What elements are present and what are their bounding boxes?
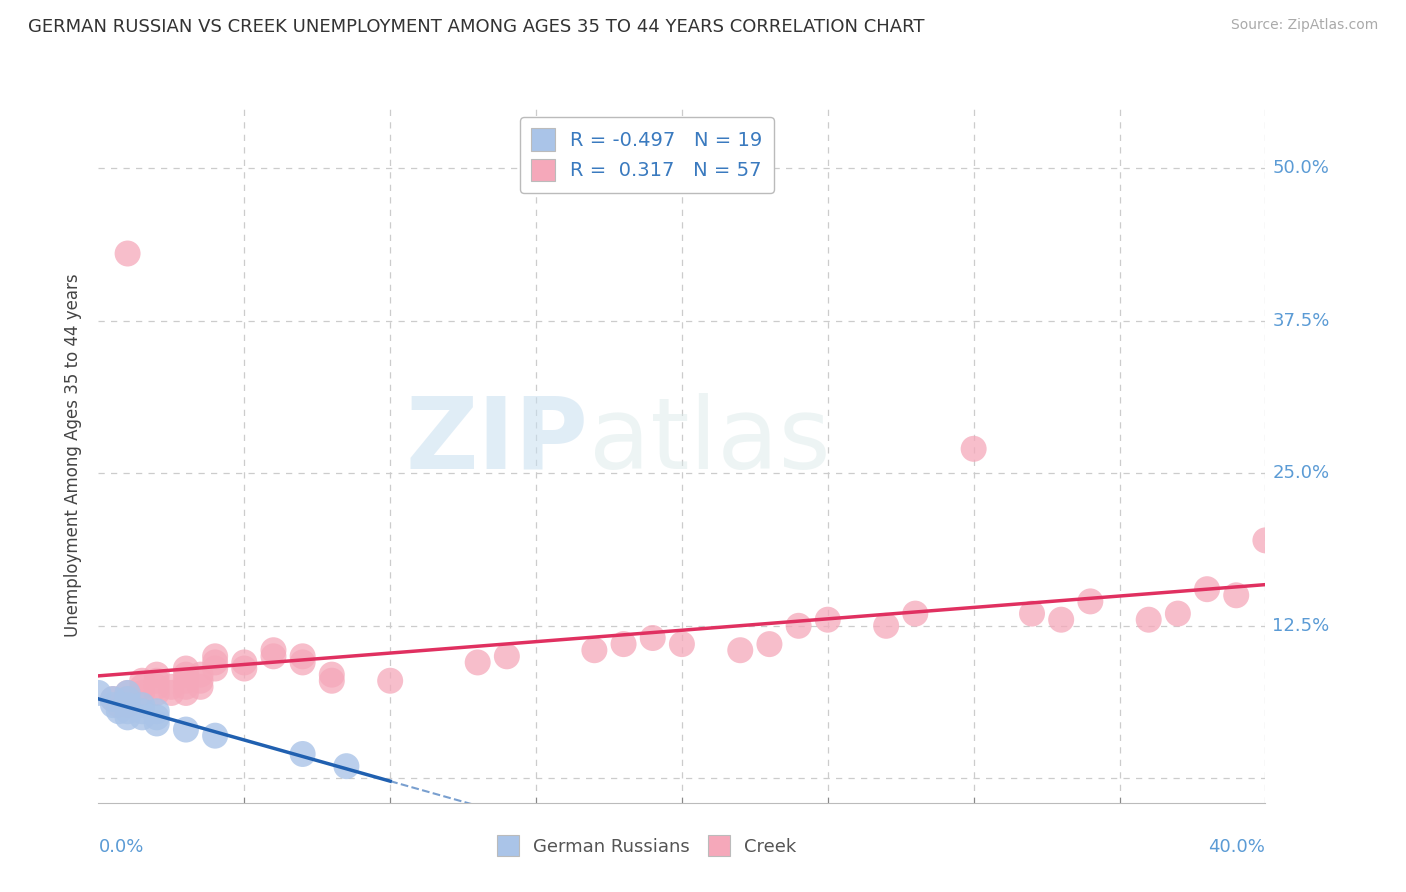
Legend: German Russians, Creek: German Russians, Creek xyxy=(491,828,804,863)
Point xyxy=(641,631,664,645)
Point xyxy=(291,656,314,670)
Point xyxy=(131,698,153,713)
Point xyxy=(174,661,197,675)
Point xyxy=(190,673,212,688)
Point xyxy=(1137,613,1160,627)
Point xyxy=(817,613,839,627)
Text: Source: ZipAtlas.com: Source: ZipAtlas.com xyxy=(1230,18,1378,32)
Point xyxy=(101,692,124,706)
Point xyxy=(117,698,139,713)
Point xyxy=(495,649,517,664)
Y-axis label: Unemployment Among Ages 35 to 44 years: Unemployment Among Ages 35 to 44 years xyxy=(65,273,83,637)
Point xyxy=(87,686,110,700)
Point xyxy=(190,667,212,681)
Point xyxy=(117,246,139,260)
Point xyxy=(108,704,131,718)
Point xyxy=(204,649,226,664)
Point xyxy=(174,723,197,737)
Point xyxy=(174,680,197,694)
Point xyxy=(117,698,139,713)
Point xyxy=(146,680,169,694)
Text: 40.0%: 40.0% xyxy=(1209,838,1265,856)
Point xyxy=(583,643,606,657)
Point xyxy=(1021,607,1043,621)
Point xyxy=(131,704,153,718)
Point xyxy=(146,686,169,700)
Point xyxy=(787,619,810,633)
Point xyxy=(671,637,693,651)
Point xyxy=(612,637,634,651)
Point xyxy=(117,686,139,700)
Point xyxy=(174,667,197,681)
Point xyxy=(160,686,183,700)
Text: 50.0%: 50.0% xyxy=(1272,159,1329,178)
Point xyxy=(262,649,284,664)
Text: 25.0%: 25.0% xyxy=(1272,464,1330,483)
Point xyxy=(146,710,169,724)
Point xyxy=(117,710,139,724)
Point xyxy=(1050,613,1073,627)
Point xyxy=(1080,594,1102,608)
Point xyxy=(131,686,153,700)
Point xyxy=(1254,533,1277,548)
Point xyxy=(758,637,780,651)
Text: 12.5%: 12.5% xyxy=(1272,616,1330,635)
Point xyxy=(291,747,314,761)
Text: 0.0%: 0.0% xyxy=(98,838,143,856)
Point xyxy=(190,680,212,694)
Point xyxy=(291,649,314,664)
Point xyxy=(233,661,256,675)
Point xyxy=(875,619,897,633)
Point xyxy=(101,698,124,713)
Point xyxy=(1225,588,1247,602)
Point xyxy=(117,692,139,706)
Point xyxy=(467,656,489,670)
Point xyxy=(131,710,153,724)
Point xyxy=(1167,607,1189,621)
Point xyxy=(262,643,284,657)
Point xyxy=(728,643,751,657)
Point xyxy=(131,673,153,688)
Point xyxy=(146,716,169,731)
Point xyxy=(117,692,139,706)
Point xyxy=(204,729,226,743)
Point xyxy=(204,656,226,670)
Point xyxy=(101,692,124,706)
Point xyxy=(962,442,984,456)
Point xyxy=(904,607,927,621)
Point xyxy=(174,686,197,700)
Point xyxy=(146,673,169,688)
Text: GERMAN RUSSIAN VS CREEK UNEMPLOYMENT AMONG AGES 35 TO 44 YEARS CORRELATION CHART: GERMAN RUSSIAN VS CREEK UNEMPLOYMENT AMO… xyxy=(28,18,925,36)
Point xyxy=(146,667,169,681)
Text: 37.5%: 37.5% xyxy=(1272,311,1330,330)
Point xyxy=(174,673,197,688)
Text: ZIP: ZIP xyxy=(406,392,589,490)
Point xyxy=(117,704,139,718)
Point xyxy=(160,680,183,694)
Point xyxy=(146,704,169,718)
Point xyxy=(321,667,343,681)
Point xyxy=(108,698,131,713)
Point xyxy=(321,673,343,688)
Point xyxy=(1195,582,1218,597)
Text: atlas: atlas xyxy=(589,392,830,490)
Point xyxy=(117,686,139,700)
Point xyxy=(204,661,226,675)
Point xyxy=(233,656,256,670)
Point xyxy=(131,680,153,694)
Point xyxy=(335,759,357,773)
Point xyxy=(378,673,402,688)
